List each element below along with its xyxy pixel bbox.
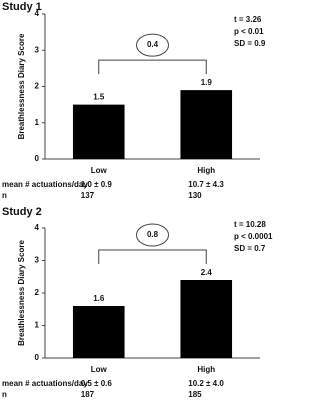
x-tick-label: High: [197, 365, 215, 374]
y-axis-label: Breathlessness Diary Score: [17, 33, 26, 139]
stat: SD = 0.9: [234, 39, 266, 48]
y-tick-label: 1: [35, 118, 40, 127]
row-value: 185: [188, 390, 202, 399]
y-tick-label: 1: [35, 321, 40, 330]
y-tick-label: 0: [35, 353, 40, 362]
stat: t = 10.28: [234, 220, 266, 229]
value-label: 1.9: [201, 78, 213, 87]
chart-title: Study 2: [2, 206, 42, 218]
stat: t = 3.26: [234, 15, 262, 24]
y-tick-label: 4: [35, 9, 40, 18]
bar: [180, 280, 233, 358]
row-value: 130: [188, 191, 202, 200]
y-tick-label: 2: [35, 82, 40, 91]
stat: p < 0.01: [234, 27, 264, 36]
x-tick-label: High: [197, 166, 215, 175]
y-tick-label: 2: [35, 288, 40, 297]
annotation-ellipse: [136, 223, 169, 247]
y-tick-label: 4: [35, 223, 40, 232]
bar: [72, 104, 125, 159]
bracket: [98, 59, 207, 75]
row-value: 137: [81, 191, 95, 200]
row-label: mean # actuations/day: [2, 379, 88, 388]
row-value: 187: [81, 390, 95, 399]
y-tick-label: 0: [35, 154, 40, 163]
chart-title: Study 1: [2, 1, 42, 13]
row-value: 10.7 ± 4.3: [188, 180, 224, 189]
annotation: 0.8: [147, 230, 159, 239]
bar: [180, 90, 233, 159]
value-label: 2.4: [201, 268, 213, 277]
stat: SD = 0.7: [234, 244, 266, 253]
row-value: 0.5 ± 0.6: [81, 379, 113, 388]
row-label: mean # actuations/day: [2, 180, 88, 189]
row-value: 10.2 ± 4.0: [188, 379, 224, 388]
annotation: 0.4: [147, 40, 159, 49]
annotation-ellipse: [136, 33, 169, 57]
y-axis-label: Breathlessness Diary Score: [17, 240, 26, 346]
x-tick-label: Low: [91, 365, 108, 374]
bar: [72, 306, 125, 358]
value-label: 1.5: [93, 93, 105, 102]
value-label: 1.6: [93, 294, 105, 303]
row-value: 1.0 ± 0.9: [81, 180, 113, 189]
x-tick-label: Low: [91, 166, 108, 175]
figure: Study 1 Breathlessness Diary Score 0 1 2 3 4 1.…: [2, 1, 273, 399]
row-label: n: [2, 390, 7, 399]
y-tick-label: 3: [35, 45, 40, 54]
bracket: [98, 249, 207, 264]
y-tick-label: 3: [35, 256, 40, 265]
stat: p < 0.0001: [234, 232, 273, 241]
row-label: n: [2, 191, 7, 200]
